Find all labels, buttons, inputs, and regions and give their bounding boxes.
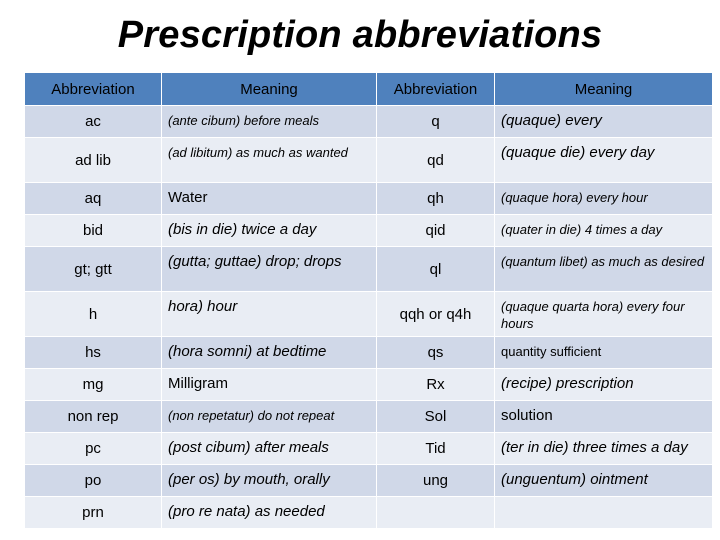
meaning-cell: (post cibum) after meals [161, 432, 377, 465]
abbreviation-cell: prn [24, 496, 162, 529]
meaning-cell: (ad libitum) as much as wanted [161, 137, 377, 183]
meaning-cell: (quaque hora) every hour [494, 182, 713, 215]
header-meaning-1: Meaning [161, 72, 377, 106]
meaning-cell: quantity sufficient [494, 336, 713, 369]
meaning-cell: (quater in die) 4 times a day [494, 214, 713, 247]
meaning-cell: (pro re nata) as needed [161, 496, 377, 529]
abbreviation-cell: h [24, 291, 162, 337]
meaning-cell: Milligram [161, 368, 377, 401]
abbreviation-cell: po [24, 464, 162, 497]
table-row: ac (ante cibum) before meals q (quaque) … [24, 105, 713, 138]
meaning-cell: (non repetatur) do not repeat [161, 400, 377, 433]
table-row: non rep (non repetatur) do not repeat So… [24, 400, 713, 433]
meaning-cell: solution [494, 400, 713, 433]
abbreviation-cell: qd [376, 137, 495, 183]
table-row: hs (hora somni) at bedtime qs quantity s… [24, 336, 713, 369]
meaning-cell: (ante cibum) before meals [161, 105, 377, 138]
abbreviation-cell: bid [24, 214, 162, 247]
table-row: bid (bis in die) twice a day qid (quater… [24, 214, 713, 247]
meaning-cell: (quaque) every [494, 105, 713, 138]
table-row: aq Water qh (quaque hora) every hour [24, 182, 713, 215]
page-title: Prescription abbreviations [117, 14, 603, 56]
table-row: h hora) hour qqh or q4h (quaque quarta h… [24, 291, 713, 337]
abbreviations-table: Abbreviation Meaning Abbreviation Meanin… [24, 72, 713, 529]
table-row: prn (pro re nata) as needed [24, 496, 713, 529]
abbreviation-cell: qh [376, 182, 495, 215]
abbreviation-cell: ung [376, 464, 495, 497]
meaning-cell: (ter in die) three times a day [494, 432, 713, 465]
abbreviation-cell: ql [376, 246, 495, 292]
meaning-cell: hora) hour [161, 291, 377, 337]
table-row: gt; gtt (gutta; guttae) drop; drops ql (… [24, 246, 713, 292]
meaning-cell: (quaque die) every day [494, 137, 713, 183]
abbreviation-cell: qid [376, 214, 495, 247]
abbreviation-cell: hs [24, 336, 162, 369]
meaning-cell: (quaque quarta hora) every four hours [494, 291, 713, 337]
table-row: po (per os) by mouth, orally ung (unguen… [24, 464, 713, 497]
meaning-cell: (bis in die) twice a day [161, 214, 377, 247]
abbreviation-cell [376, 496, 495, 529]
meaning-cell: (gutta; guttae) drop; drops [161, 246, 377, 292]
meaning-cell: (per os) by mouth, orally [161, 464, 377, 497]
abbreviation-cell: Sol [376, 400, 495, 433]
abbreviation-cell: gt; gtt [24, 246, 162, 292]
meaning-cell: (unguentum) ointment [494, 464, 713, 497]
table-row: ad lib (ad libitum) as much as wanted qd… [24, 137, 713, 183]
abbreviation-cell: mg [24, 368, 162, 401]
abbreviation-cell: aq [24, 182, 162, 215]
abbreviation-cell: qqh or q4h [376, 291, 495, 337]
header-row: Abbreviation Meaning Abbreviation Meanin… [24, 72, 713, 106]
abbreviation-cell: qs [376, 336, 495, 369]
meaning-cell: (hora somni) at bedtime [161, 336, 377, 369]
header-meaning-2: Meaning [494, 72, 713, 106]
abbreviation-cell: non rep [24, 400, 162, 433]
abbreviation-cell: pc [24, 432, 162, 465]
meaning-cell: (recipe) prescription [494, 368, 713, 401]
meaning-cell: Water [161, 182, 377, 215]
header-abbreviation-1: Abbreviation [24, 72, 162, 106]
table-row: pc (post cibum) after meals Tid (ter in … [24, 432, 713, 465]
abbreviation-cell: ac [24, 105, 162, 138]
abbreviation-cell: Rx [376, 368, 495, 401]
abbreviation-cell: ad lib [24, 137, 162, 183]
abbreviation-cell: q [376, 105, 495, 138]
table-row: mg Milligram Rx (recipe) prescription [24, 368, 713, 401]
header-abbreviation-2: Abbreviation [376, 72, 495, 106]
meaning-cell [494, 496, 713, 529]
abbreviation-cell: Tid [376, 432, 495, 465]
meaning-cell: (quantum libet) as much as desired [494, 246, 713, 292]
